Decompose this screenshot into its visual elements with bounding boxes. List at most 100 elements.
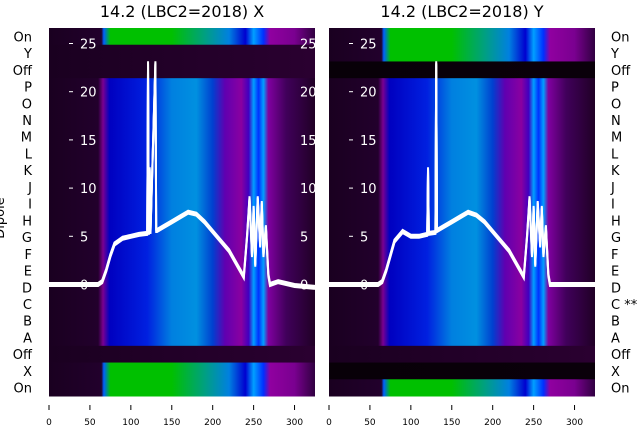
profile-line [49,64,316,290]
row-label: F [611,248,618,263]
row-label: Y [23,47,32,62]
heatmap-row [49,78,315,96]
heatmap-row [329,94,595,113]
row-label: H [611,214,621,229]
x-tick-label: 0 [326,418,332,428]
heatmap-row [329,245,595,263]
x-tick-label: 300 [286,418,303,428]
row-label: On [611,30,629,45]
panel-title: 14.2 (LBC2=2018) Y [380,2,543,21]
heatmap-row [329,295,595,313]
row-label: K [23,164,32,179]
overlay-tick-label: 15 [360,134,377,149]
x-tick-label: 150 [443,418,460,428]
row-label: G [611,231,621,246]
heatmap-row [49,379,315,397]
overlay-tick-label: 25 [360,37,377,52]
heatmap-row [49,28,315,46]
heatmap-row [49,228,315,246]
heatmap-row [329,379,595,397]
row-label: B [611,315,620,330]
heatmap-row [49,329,315,347]
heatmap-row [329,78,595,96]
row-label: N [611,114,621,129]
heatmap-row [329,111,595,129]
row-label: I [28,198,32,213]
heatmap-row [329,61,595,79]
heatmap-row [49,312,315,330]
x-tick-label: 300 [566,418,583,428]
overlay-tick-label: 10 [80,182,97,197]
heatmap-row [49,362,315,380]
row-label: J [27,181,32,196]
row-label: A [23,331,32,346]
x-tick-label: 100 [402,418,419,428]
row-label: O [22,97,32,112]
x-tick-label: 50 [84,418,96,428]
heatmap-row [329,128,595,146]
row-label: L [25,147,33,162]
row-label: B [23,315,32,330]
overlay-tick-label: 5 [80,230,88,245]
heatmap-row [49,61,315,79]
overlay-tick-label: 25 [80,37,97,52]
heatmap-row [329,44,595,62]
heatmap-row [49,161,315,180]
heatmap-row [49,111,315,129]
panel-gap [315,0,329,400]
heatmap-row [329,195,595,213]
row-label: C [23,298,32,313]
heatmap-row [49,128,315,146]
x-tick-label: 50 [364,418,376,428]
row-label: P [24,81,32,96]
overlay-tick-label: 15 [80,134,97,149]
x-tick-label: 200 [484,418,501,428]
heatmap-row [329,178,595,196]
row-label: Off [611,348,631,363]
row-label: E [611,265,619,280]
row-label: X [611,365,620,380]
row-label: O [611,97,621,112]
heatmap-row [329,362,595,380]
row-label: J [610,181,615,196]
row-label: On [611,382,629,397]
row-label: H [22,214,32,229]
row-label: A [611,331,620,346]
heatmap-row [329,329,595,347]
heatmap-row [49,44,315,62]
row-label: Off [13,64,33,79]
overlay-tick-label: 15 [300,134,317,149]
x-tick-label: 0 [46,418,52,428]
heatmap-row [49,278,315,297]
row-label: Y [610,47,619,62]
heatmap-row [329,228,595,246]
row-label: M [611,131,622,146]
row-label: D [22,281,32,296]
overlay-tick-label: 5 [300,230,308,245]
row-label: L [611,147,619,162]
row-label: I [611,198,615,213]
overlay-tick-label: 5 [360,230,368,245]
heatmap-row [49,295,315,313]
row-label: F [25,248,32,263]
heatmap-row [329,312,595,330]
heatmap-row [49,145,315,163]
row-label: C ** [611,298,638,313]
overlay-tick-label: 20 [360,86,377,101]
heatmap-row [329,161,595,180]
row-label: X [23,365,32,380]
panel-title: 14.2 (LBC2=2018) X [100,2,264,21]
row-label: Off [611,64,631,79]
row-label: E [24,265,32,280]
row-label: N [22,114,32,129]
row-label: Off [13,348,33,363]
row-label: On [14,30,32,45]
overlay-tick-label: 10 [300,182,317,197]
overlay-tick-label: 10 [360,182,377,197]
heatmap-row [329,262,595,280]
x-tick-label: 250 [245,418,262,428]
heatmap-row [49,245,315,263]
profile-line [329,64,595,287]
row-label: On [14,382,32,397]
